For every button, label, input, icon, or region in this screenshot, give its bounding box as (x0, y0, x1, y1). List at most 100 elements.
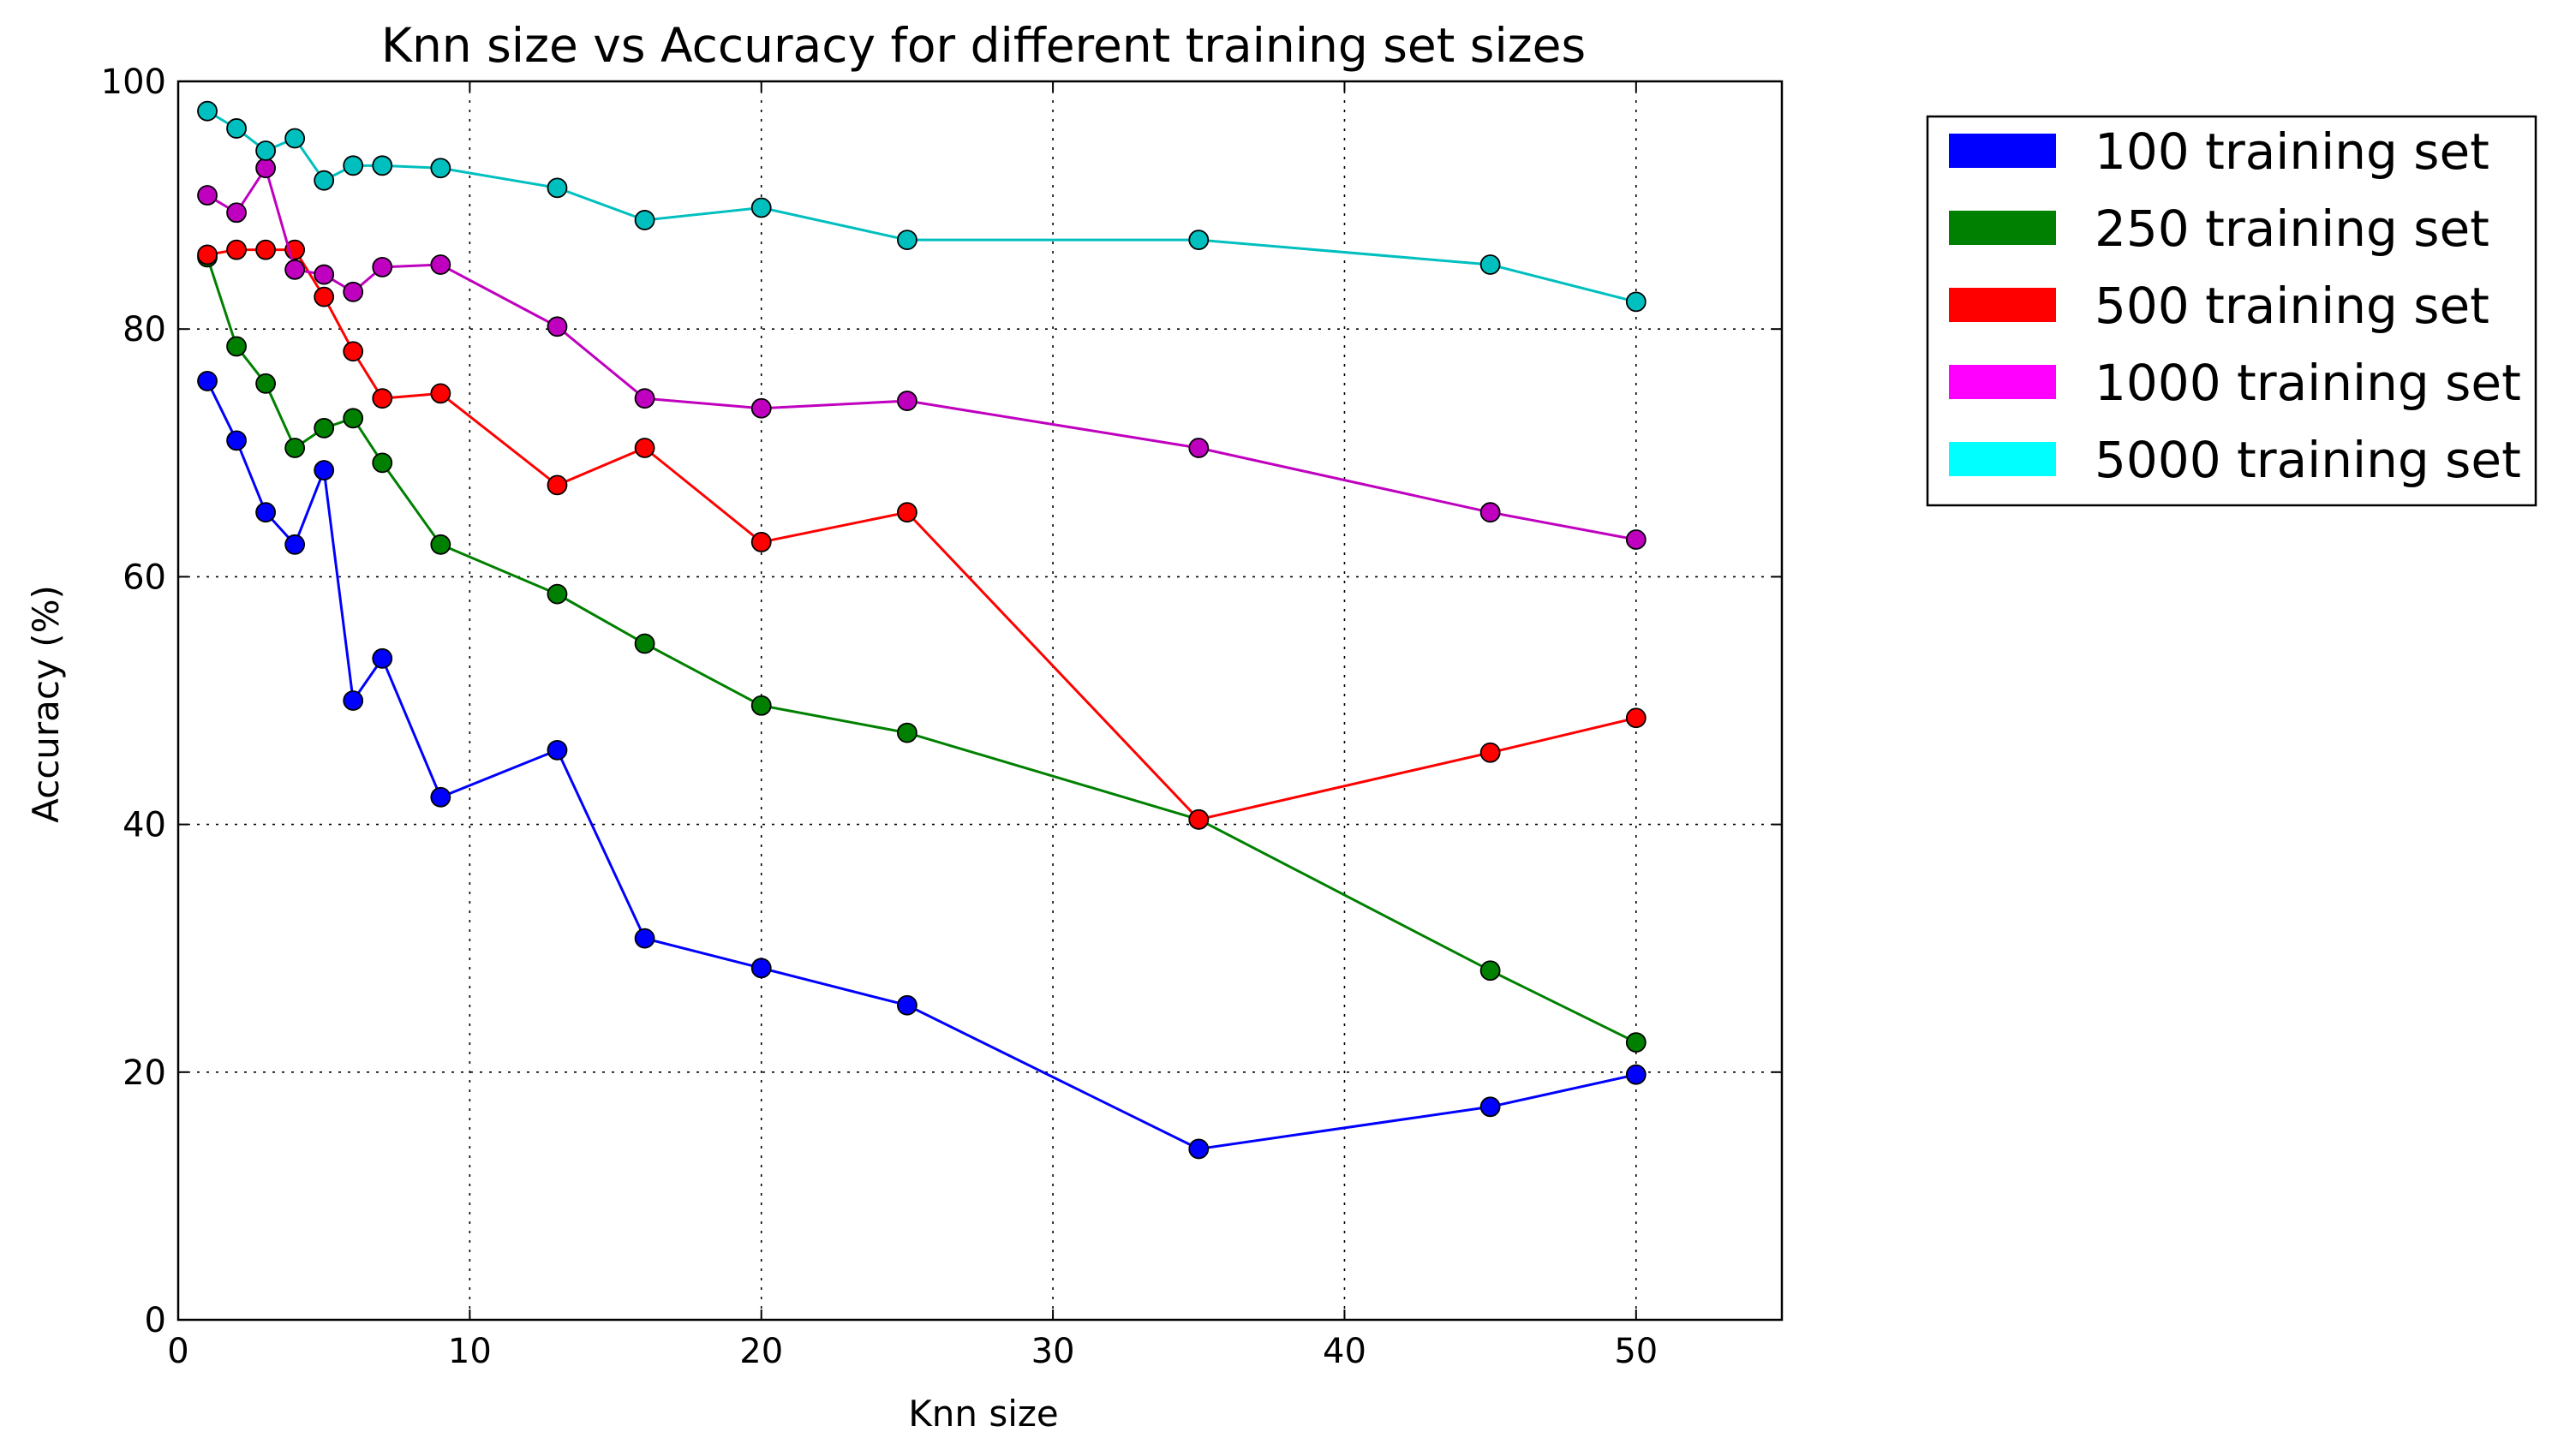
y-axis-label: Accuracy (%) (25, 585, 67, 823)
data-point (372, 388, 393, 409)
legend-label: 5000 training set (2095, 431, 2521, 489)
grid (178, 81, 1782, 1320)
series-1 (197, 247, 1647, 1053)
y-tick-label: 80 (123, 310, 166, 349)
data-point (372, 256, 393, 277)
axis-ticks: 0 10 20 30 40 50 0 20 40 60 80 100 (101, 63, 1782, 1371)
data-point (1625, 291, 1647, 313)
data-point (1188, 809, 1210, 830)
data-point (1188, 230, 1210, 250)
data-point (1625, 707, 1647, 729)
data-point (255, 373, 277, 394)
x-tick-label: 20 (739, 1332, 783, 1371)
data-point (547, 474, 568, 496)
data-point (197, 371, 218, 391)
data-point (372, 647, 393, 669)
data-point (897, 391, 917, 411)
data-point (750, 958, 772, 979)
y-tick-label: 0 (145, 1301, 166, 1340)
data-point (1625, 1064, 1647, 1085)
data-point (897, 994, 917, 1016)
data-point (634, 210, 655, 230)
y-tick-label: 20 (123, 1053, 166, 1093)
data-point (1479, 742, 1501, 763)
data-point (750, 397, 772, 419)
data-point (634, 388, 655, 409)
data-point (547, 583, 568, 605)
legend-label: 250 training set (2095, 200, 2489, 258)
series-0 (197, 371, 1647, 1160)
data-point (314, 264, 335, 285)
data-point (430, 383, 451, 404)
data-point (547, 177, 568, 199)
data-point (284, 259, 306, 280)
data-point (255, 140, 277, 161)
y-tick-label: 40 (123, 806, 166, 845)
data-point (343, 155, 364, 176)
data-point (226, 430, 247, 451)
data-point (1188, 1138, 1210, 1160)
data-point (284, 128, 306, 149)
data-point (284, 438, 306, 458)
data-point (343, 341, 364, 362)
data-point (1479, 254, 1501, 275)
y-tick-label: 60 (123, 558, 166, 597)
data-point (255, 502, 277, 523)
data-point (343, 408, 364, 429)
series-line (206, 110, 1637, 303)
legend-swatch (1949, 134, 2056, 168)
data-point (284, 534, 306, 555)
data-point (226, 336, 247, 357)
x-tick-label: 40 (1323, 1332, 1366, 1371)
data-point (634, 928, 655, 949)
series-line (206, 164, 1637, 541)
data-point (197, 244, 218, 266)
data-point (226, 118, 247, 139)
x-tick-label: 10 (448, 1332, 492, 1371)
data-point (750, 197, 772, 218)
data-point (314, 460, 335, 480)
legend-swatch (1949, 288, 2056, 322)
data-point (1625, 1032, 1647, 1053)
x-tick-label: 50 (1614, 1332, 1658, 1371)
data-point (255, 158, 277, 179)
x-tick-label: 0 (167, 1332, 188, 1371)
data-point (430, 786, 451, 808)
y-tick-label: 100 (101, 63, 166, 102)
data-point (197, 100, 218, 122)
x-axis-label: Knn size (908, 1393, 1059, 1435)
series-3 (197, 158, 1647, 550)
data-point (226, 202, 247, 224)
legend-swatch (1949, 442, 2056, 476)
data-point (897, 230, 917, 250)
data-point (750, 695, 772, 716)
series-layer (197, 100, 1647, 1160)
data-point (343, 281, 364, 302)
data-point (430, 254, 451, 275)
data-point (1625, 529, 1647, 550)
data-point (372, 452, 393, 474)
legend-swatch (1949, 365, 2056, 399)
data-point (750, 532, 772, 552)
data-point (547, 316, 568, 337)
data-point (255, 239, 277, 260)
data-point (1479, 960, 1501, 982)
data-point (897, 502, 917, 523)
series-4 (197, 100, 1647, 313)
legend-label: 100 training set (2095, 122, 2489, 181)
legend: 100 training set 250 training set 500 trai… (1926, 115, 2537, 507)
series-line (206, 248, 1637, 821)
data-point (1479, 502, 1501, 523)
legend-swatch (1949, 211, 2056, 245)
data-point (634, 438, 655, 458)
data-point (634, 633, 655, 654)
data-point (314, 417, 335, 439)
x-tick-label: 30 (1031, 1332, 1075, 1371)
data-point (1188, 438, 1210, 458)
series-line (206, 256, 1637, 1044)
data-point (343, 690, 364, 711)
data-point (897, 722, 917, 743)
data-point (372, 155, 393, 176)
series-2 (197, 239, 1647, 830)
